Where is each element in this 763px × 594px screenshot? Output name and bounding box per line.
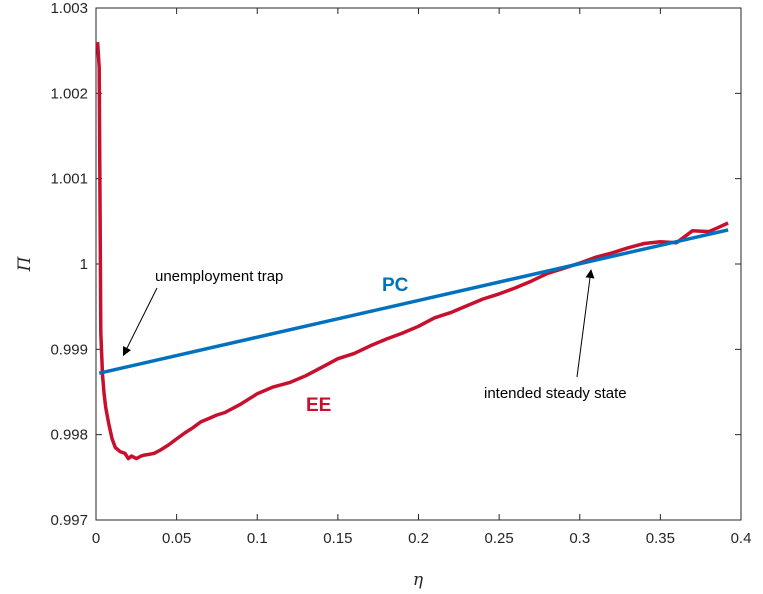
series-line-pc xyxy=(98,228,729,375)
x-tick-label: 0.35 xyxy=(646,530,675,547)
plot-area xyxy=(95,7,742,521)
x-tick-label: 0 xyxy=(92,530,100,547)
steady-state-label: intended steady state xyxy=(484,385,627,402)
x-tick-label: 0.25 xyxy=(485,530,514,547)
series-line-ee xyxy=(95,41,729,461)
y-tick-label: 0.999 xyxy=(50,341,88,358)
x-axis-label: η xyxy=(413,570,424,590)
y-axis-label: Π xyxy=(15,255,35,272)
steady-state-arrow xyxy=(576,269,595,378)
x-tick-label: 0.15 xyxy=(323,530,352,547)
y-tick-label: 0.997 xyxy=(50,512,88,529)
y-tick-label: 0.998 xyxy=(50,427,88,444)
x-tick-label: 0.1 xyxy=(247,530,268,547)
x-tick-label: 0.05 xyxy=(162,530,191,547)
x-tick-label: 0.2 xyxy=(408,530,429,547)
tick-label-group: 0 0.05 0.1 0.15 0.2 0.25 0.3 0.35 0.4 0.997 0.998 0… xyxy=(50,0,751,547)
series-group xyxy=(95,41,729,461)
y-tick-label: 1.002 xyxy=(50,85,88,102)
y-tick-label: 1.001 xyxy=(50,171,88,188)
x-tick-label: 0.4 xyxy=(731,530,752,547)
x-tick-label: 0.3 xyxy=(569,530,590,547)
y-tick-label: 1.003 xyxy=(50,0,88,17)
annotation-group: PC EE unemployment trap intended steady sta… xyxy=(122,268,627,416)
y-tick-label: 1 xyxy=(80,256,88,273)
pc-series-label: PC xyxy=(382,275,409,296)
unemployment-trap-arrow xyxy=(122,287,158,357)
unemployment-trap-label: unemployment trap xyxy=(155,268,283,285)
ee-series-label: EE xyxy=(306,395,331,416)
